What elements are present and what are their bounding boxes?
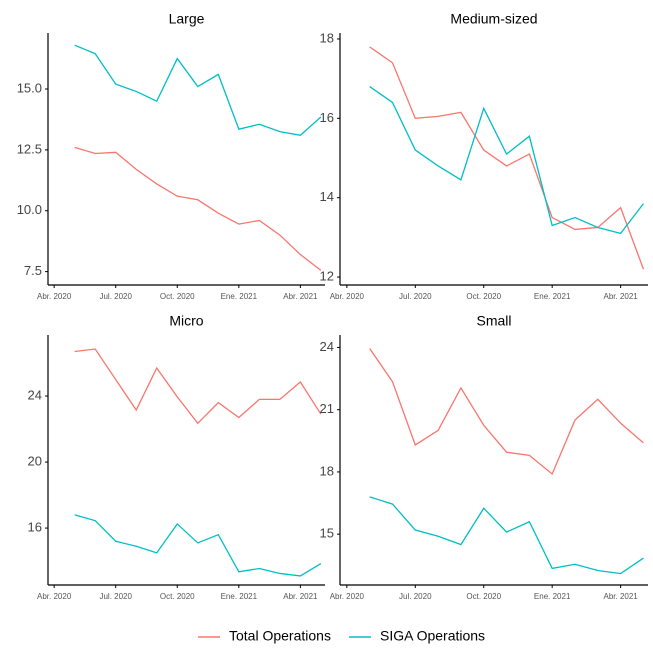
x-tick-label: Ene. 2021: [221, 292, 258, 301]
x-tick-label: Jul. 2020: [399, 292, 432, 301]
y-tick-label: 18: [320, 463, 334, 478]
x-tick-label: Oct. 2020: [160, 292, 195, 301]
y-tick-label: 21: [320, 401, 334, 416]
x-tick-label: Abr. 2020: [330, 592, 365, 601]
x-tick-label: Ene. 2021: [221, 592, 258, 601]
panel-title: Large: [169, 11, 205, 27]
x-tick-label: Abr. 2021: [603, 592, 638, 601]
series-line: [369, 496, 644, 575]
y-tick-label: 24: [320, 339, 334, 354]
x-tick-label: Ene. 2021: [534, 592, 571, 601]
y-tick-label: 12: [320, 269, 334, 284]
x-tick-label: Abr. 2021: [283, 292, 318, 301]
y-tick-label: 16: [320, 110, 334, 125]
x-tick-label: Jul. 2020: [399, 592, 432, 601]
y-tick-label: 15: [320, 526, 334, 541]
x-tick-label: Abr. 2020: [330, 292, 365, 301]
series-line: [74, 44, 322, 136]
x-tick-label: Abr. 2020: [37, 292, 72, 301]
y-tick-label: 14: [320, 189, 334, 204]
series-line: [74, 146, 322, 271]
series-line: [369, 86, 644, 235]
y-tick-label: 18: [320, 30, 334, 45]
y-tick-label: 15.0: [17, 80, 42, 95]
panel-title: Micro: [169, 313, 203, 329]
x-tick-label: Abr. 2021: [283, 592, 318, 601]
x-tick-label: Oct. 2020: [466, 292, 501, 301]
x-tick-label: Jul. 2020: [99, 292, 132, 301]
series-line: [74, 514, 322, 577]
y-tick-label: 24: [28, 387, 42, 402]
series-line: [369, 348, 644, 476]
x-tick-label: Jul. 2020: [99, 592, 132, 601]
x-tick-label: Abr. 2020: [37, 592, 72, 601]
y-tick-label: 20: [28, 454, 42, 469]
x-tick-label: Oct. 2020: [160, 592, 195, 601]
x-tick-label: Ene. 2021: [534, 292, 571, 301]
y-tick-label: 16: [28, 520, 42, 535]
series-line: [369, 46, 645, 270]
panel-title: Small: [476, 313, 511, 329]
legend-label: SIGA Operations: [380, 628, 485, 644]
y-tick-label: 10.0: [17, 202, 42, 217]
panel-title: Medium-sized: [450, 11, 537, 27]
y-tick-label: 7.5: [24, 263, 42, 278]
legend-label: Total Operations: [229, 628, 331, 644]
y-tick-label: 12.5: [17, 141, 42, 156]
series-line: [74, 348, 322, 425]
x-tick-label: Abr. 2021: [603, 292, 638, 301]
x-tick-label: Oct. 2020: [466, 592, 501, 601]
